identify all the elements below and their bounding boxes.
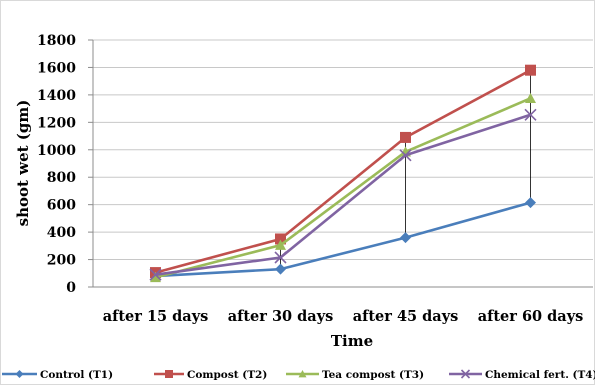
marker-x-stroke [524,108,537,121]
y-tick-label: 600 [47,198,76,214]
y-tick-labels: 0 200 400 600 800 1000 1200 1400 1600 1800 [37,33,76,296]
y-tick-label: 400 [47,225,76,241]
x-axis-title: Time [331,332,373,350]
legend-label: Compost (T2) [187,369,267,381]
y-tick-label: 1600 [37,60,76,76]
marker-x [524,108,537,121]
marker-x-stroke [149,268,162,281]
y-axis-title: shoot wet (gm) [14,100,32,227]
marker-triangle [275,239,286,250]
series-line [155,97,532,279]
x-tick-label: after 30 days [228,308,334,325]
series-line [155,69,532,274]
y-tick-label: 200 [47,253,76,269]
legend-item: Tea compost (T3) [286,369,424,381]
legend-item: Chemical fert. (T4) [449,369,595,381]
marker-x-stroke [460,369,471,379]
marker-square [275,233,286,245]
series-line [155,113,531,276]
marker-diamond [15,370,24,378]
x-tick-labels: after 15 days after 30 days after 45 days a… [103,308,584,325]
y-tick-label: 800 [47,170,76,186]
x-tick-label: after 45 days [353,308,459,325]
marker-x-stroke [274,251,287,264]
marker-square [400,131,411,143]
series-4 [149,108,537,281]
legend-label: Tea compost (T3) [322,369,424,381]
marker-x [460,369,471,379]
marker-diamond [525,197,536,209]
y-tick-label: 1400 [37,88,76,104]
marker-x [274,251,287,264]
legend: Control (T1) Compost (T2) Tea compost (T3)… [2,369,595,381]
marker-square [165,370,173,378]
marker-triangle [298,370,307,378]
legend-label: Chemical fert. (T4) [485,369,595,381]
legend-label: Control (T1) [40,369,113,381]
marker-diamond [275,263,286,275]
marker-x [149,268,162,281]
gridlines [88,39,593,288]
marker-diamond [400,232,411,244]
marker-x [399,149,412,162]
y-tick-label: 0 [66,280,76,296]
marker-square [525,64,536,76]
x-tick-label: after 60 days [478,308,584,325]
y-tick-label: 1200 [37,115,76,131]
legend-item: Compost (T2) [154,369,267,381]
x-tick-label: after 15 days [103,308,209,325]
series [149,64,537,283]
marker-triangle [525,92,536,103]
y-tick-label: 1000 [37,143,76,159]
marker-x-stroke [399,149,412,162]
y-tick-label: 1800 [37,33,76,49]
series-3 [150,92,536,283]
legend-item: Control (T1) [2,369,113,381]
marker-triangle [150,271,161,283]
series-line [155,201,531,278]
